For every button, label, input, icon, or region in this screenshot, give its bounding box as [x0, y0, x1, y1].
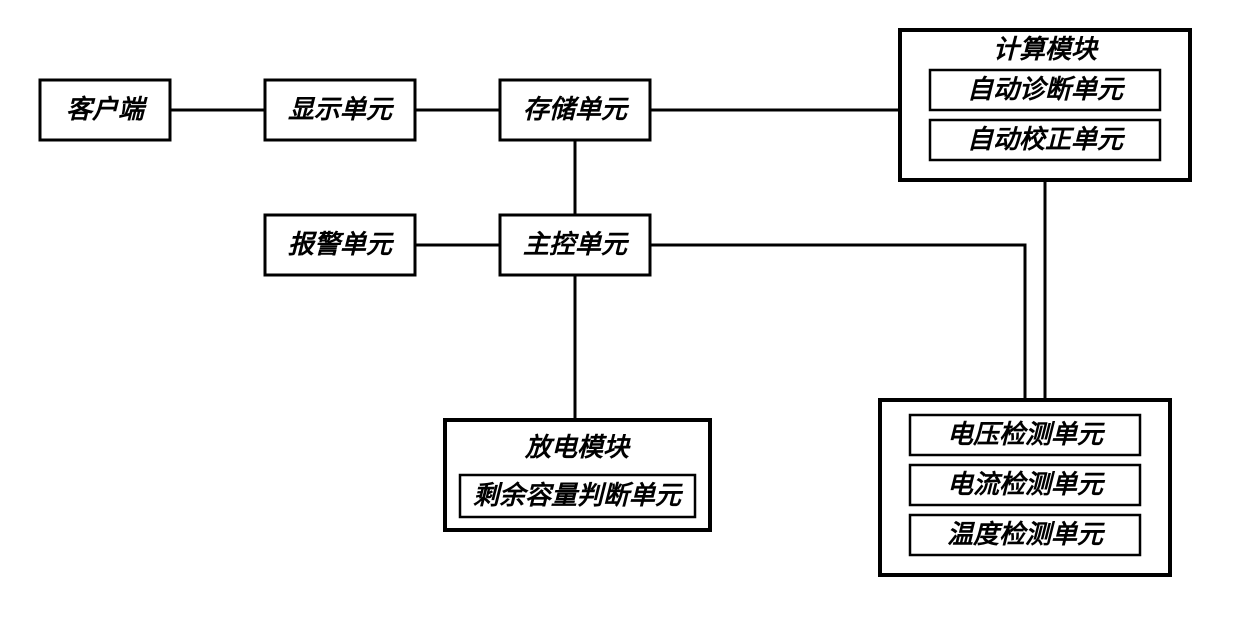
node-auto-correct: 自动校正单元 — [930, 120, 1160, 160]
node-storage: 存储单元 — [500, 80, 650, 140]
node-alarm: 报警单元 — [265, 215, 415, 275]
node-calc-module: 计算模块 自动诊断单元 自动校正单元 — [900, 30, 1190, 180]
node-client: 客户端 — [40, 80, 170, 140]
auto-correct-label: 自动校正单元 — [967, 125, 1126, 154]
node-main-ctrl: 主控单元 — [500, 215, 650, 275]
client-label: 客户端 — [66, 95, 148, 124]
node-remain-cap: 剩余容量判断单元 — [460, 475, 695, 517]
node-display: 显示单元 — [265, 80, 415, 140]
curr-label: 电流检测单元 — [947, 470, 1106, 499]
auto-diag-label: 自动诊断单元 — [967, 75, 1126, 104]
temp-label: 温度检测单元 — [947, 520, 1106, 549]
main-ctrl-label: 主控单元 — [523, 230, 630, 259]
node-volt-detect: 电压检测单元 — [910, 415, 1140, 455]
edge-mainctrl-detect — [650, 245, 1025, 400]
node-detect-group: 电压检测单元 电流检测单元 温度检测单元 — [880, 400, 1170, 575]
storage-label: 存储单元 — [523, 95, 630, 124]
volt-label: 电压检测单元 — [947, 420, 1106, 449]
node-curr-detect: 电流检测单元 — [910, 465, 1140, 505]
remain-cap-label: 剩余容量判断单元 — [473, 481, 684, 510]
alarm-label: 报警单元 — [288, 230, 395, 259]
node-auto-diag: 自动诊断单元 — [930, 70, 1160, 110]
node-temp-detect: 温度检测单元 — [910, 515, 1140, 555]
discharge-title: 放电模块 — [524, 433, 631, 462]
calc-module-title: 计算模块 — [993, 35, 1099, 64]
node-discharge-module: 放电模块 剩余容量判断单元 — [445, 420, 710, 530]
display-label: 显示单元 — [288, 95, 395, 124]
